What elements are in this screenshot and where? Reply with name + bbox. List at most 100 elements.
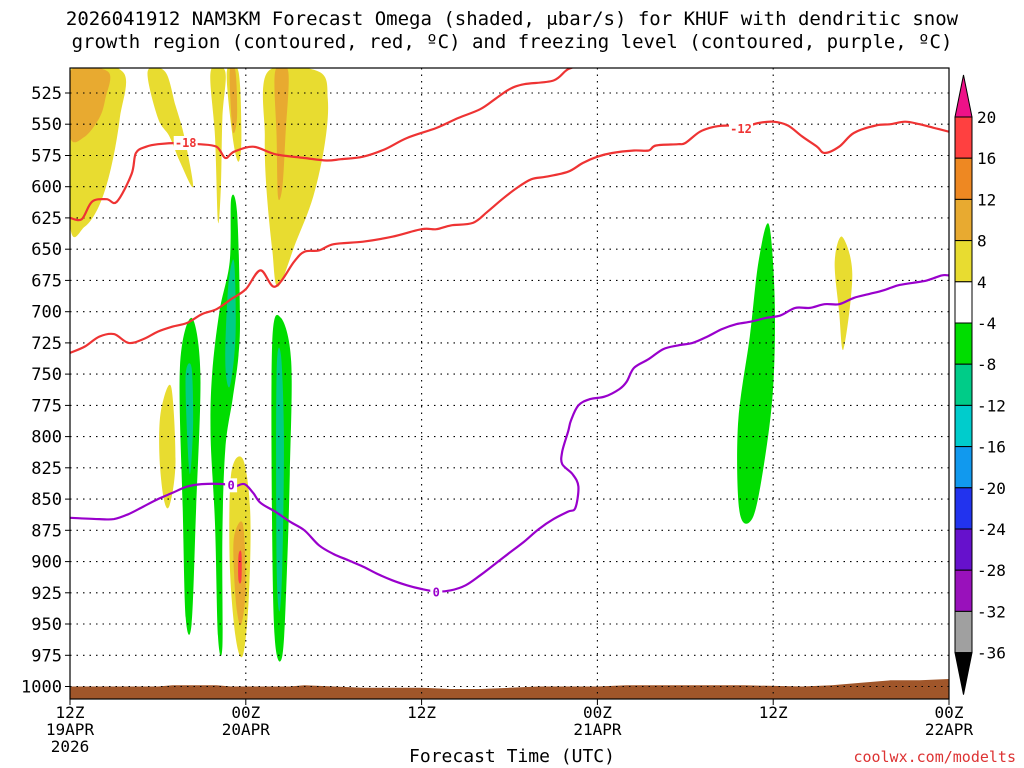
xtick-date-12: 20APR xyxy=(222,720,271,739)
omega-teal-column-a xyxy=(185,363,194,475)
ytick-label-750: 750 xyxy=(31,365,62,385)
chart-title-line-2: growth region (contoured, red, ºC) and f… xyxy=(71,31,953,53)
xtick-year-0: 2026 xyxy=(51,737,90,756)
colorbar-under-arrow xyxy=(954,652,973,695)
ytick-label-600: 600 xyxy=(31,178,62,198)
terrain-layer xyxy=(70,679,949,699)
colorbar-bin--16--12 xyxy=(954,404,973,448)
colorbar-label-12: 12 xyxy=(977,190,996,209)
omega-yellow-lobe-a xyxy=(147,68,194,188)
colorbar-label--36: -36 xyxy=(977,644,1006,663)
omega-teal-column-b xyxy=(225,259,236,388)
colorbar-bin--20--16 xyxy=(954,446,973,489)
purple-freezing-level-label-2: 0 xyxy=(433,586,440,600)
colorbar-label--28: -28 xyxy=(977,561,1006,580)
red-contour-lower xyxy=(70,120,949,354)
omega-orange-lobe-c xyxy=(229,68,238,134)
colorbar-label--12: -12 xyxy=(977,396,1006,415)
omega-orange-west xyxy=(70,68,111,143)
colorbar: 20 16 12 8 4 -4 -8 -12 -16 -20 -24 -28 -32 -36 xyxy=(954,74,1006,695)
xtick-label-36: 00Z xyxy=(583,703,612,722)
ytick-label-650: 650 xyxy=(31,240,62,260)
xtick-date-0: 19APR xyxy=(46,720,95,739)
red-contour-upper-label: -18 xyxy=(175,136,197,150)
xtick-label-24: 12Z xyxy=(407,703,436,722)
colorbar-label--24: -24 xyxy=(977,520,1006,539)
grid-layer xyxy=(70,68,949,699)
ytick-label-875: 875 xyxy=(31,521,62,541)
colorbar-bin--24--20 xyxy=(954,487,973,530)
colorbar-bin--32--28 xyxy=(954,569,973,612)
red-contour-lower-label: -12 xyxy=(730,122,752,136)
xtick-date-36: 21APR xyxy=(573,720,622,739)
xtick-label-0: 12Z xyxy=(56,703,85,722)
chart-title-line-1: 2026041912 NAM3KM Forecast Omega (shaded… xyxy=(65,8,959,30)
omega-yellow-sw xyxy=(159,384,176,509)
colorbar-label--20: -20 xyxy=(977,479,1006,498)
omega-yellow-lobe-b xyxy=(210,68,226,224)
xtick-date-60: 22APR xyxy=(925,720,974,739)
x-axis-title: Forecast Time (UTC) xyxy=(409,746,615,767)
omega-green-east xyxy=(737,223,776,524)
omega-shading-layer xyxy=(70,68,853,662)
omega-teal-column-c xyxy=(276,347,284,612)
colorbar-bin--8--4 xyxy=(954,322,973,365)
credit-link[interactable]: coolwx.com/modelts xyxy=(853,748,1016,766)
colorbar-label--16: -16 xyxy=(977,438,1006,457)
surface-ground xyxy=(70,679,949,699)
colorbar-bin-4-8 xyxy=(954,240,973,283)
xtick-label-12: 00Z xyxy=(231,703,260,722)
colorbar-label-20: 20 xyxy=(977,108,996,127)
ytick-label-975: 975 xyxy=(31,646,62,666)
ytick-label-575: 575 xyxy=(31,147,62,167)
colorbar-bin--12--8 xyxy=(954,363,973,406)
y-axis: 525 550 575 600 625 650 675 700 725 750 775 800 825 8… xyxy=(21,84,70,698)
ytick-label-725: 725 xyxy=(31,334,62,354)
ytick-label-525: 525 xyxy=(31,84,62,104)
colorbar-label--8: -8 xyxy=(977,355,996,374)
red-contour-upper xyxy=(70,68,575,222)
omega-orange-mid xyxy=(274,68,289,201)
ytick-label-800: 800 xyxy=(31,428,62,448)
ytick-label-925: 925 xyxy=(31,584,62,604)
ytick-label-950: 950 xyxy=(31,615,62,635)
colorbar-bin-12-16 xyxy=(954,157,973,200)
ytick-label-675: 675 xyxy=(31,271,62,291)
xtick-label-48: 12Z xyxy=(759,703,788,722)
ytick-label-700: 700 xyxy=(31,303,62,323)
colorbar-bin--36--32 xyxy=(954,610,973,654)
purple-freezing-level-label-bg xyxy=(225,478,238,493)
colorbar-label--32: -32 xyxy=(977,602,1006,621)
omega-yellow-mid xyxy=(262,68,329,287)
ytick-label-850: 850 xyxy=(31,490,62,510)
purple-freezing-level-label: 0 xyxy=(227,478,234,492)
colorbar-bin-16-20 xyxy=(954,116,973,159)
contour-label-layer: -18 -12 0 0 xyxy=(173,122,753,600)
ytick-label-775: 775 xyxy=(31,396,62,416)
colorbar-label--4: -4 xyxy=(977,314,996,333)
red-contour-upper-label-bg xyxy=(173,136,198,150)
colorbar-label-8: 8 xyxy=(977,232,987,251)
ytick-label-625: 625 xyxy=(31,209,62,229)
purple-freezing-level xyxy=(70,273,949,593)
ytick-label-1000: 1000 xyxy=(21,678,62,698)
colorbar-bin--28--24 xyxy=(954,528,973,571)
omega-green-column-a xyxy=(179,317,201,635)
colorbar-over-arrow xyxy=(954,74,973,118)
omega-yellow-east xyxy=(834,236,853,350)
plot-frame xyxy=(69,67,950,700)
xtick-label-60: 00Z xyxy=(935,703,964,722)
colorbar-bin-8-12 xyxy=(954,198,973,242)
contour-layer xyxy=(70,68,949,593)
colorbar-bin--4-4 xyxy=(954,281,973,324)
ytick-label-550: 550 xyxy=(31,115,62,135)
ytick-label-900: 900 xyxy=(31,553,62,573)
colorbar-label-16: 16 xyxy=(977,149,996,168)
colorbar-label-4: 4 xyxy=(977,273,987,292)
omega-red-low xyxy=(238,550,242,584)
purple-freezing-level-label-2-bg xyxy=(430,585,443,600)
red-contour-lower-label-bg xyxy=(729,122,753,137)
ytick-label-825: 825 xyxy=(31,459,62,479)
